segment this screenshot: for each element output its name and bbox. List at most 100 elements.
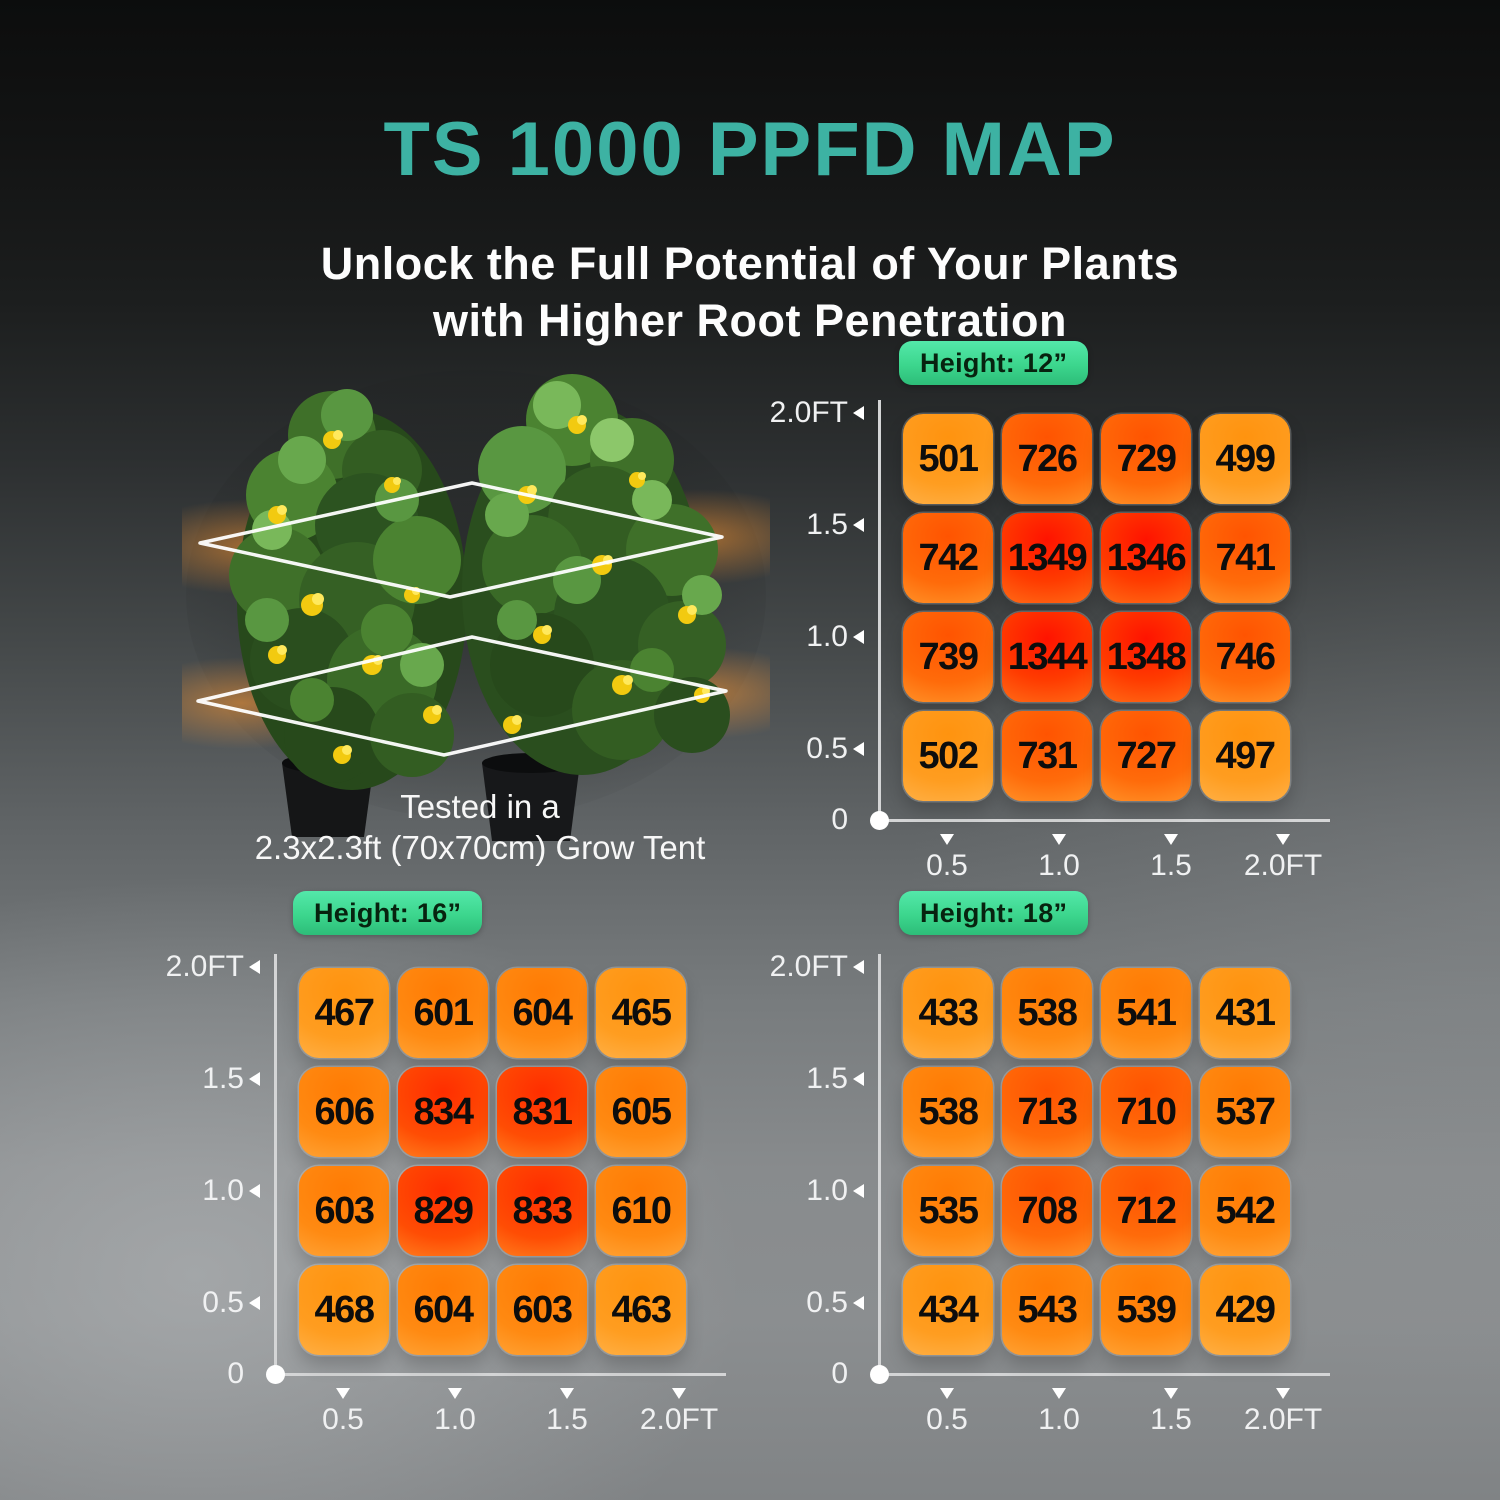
ppfd-tile: 467 xyxy=(299,968,389,1058)
x-tick-arrow-icon xyxy=(940,834,954,845)
ppfd-chart-12in: 2.0FT 1.5 1.0 0.5 0 501 726 729 499 742 1349 1346 7… xyxy=(770,396,1340,902)
y-axis-line xyxy=(878,954,881,1375)
y-tick-arrow-icon xyxy=(853,960,864,974)
ppfd-tile: 542 xyxy=(1200,1166,1290,1256)
x-tick-arrow-icon xyxy=(940,1388,954,1399)
ppfd-tile: 741 xyxy=(1200,513,1290,603)
ppfd-tile: 538 xyxy=(903,1067,993,1157)
ppfd-tile: 501 xyxy=(903,414,993,504)
y-axis-label: 2.0FT xyxy=(769,950,848,983)
y-axis-labels: 2.0FT 1.5 1.0 0.5 0 xyxy=(762,396,848,837)
axis-origin-dot xyxy=(870,811,889,830)
page-subtitle: Unlock the Full Potential of Your Plants… xyxy=(0,236,1500,349)
ppfd-tile: 538 xyxy=(1002,968,1092,1058)
ppfd-chart-16in: 2.0FT 1.5 1.0 0.5 0 467 601 604 465 606 834 831 605… xyxy=(166,950,736,1456)
ppfd-tile: 604 xyxy=(398,1265,488,1355)
page-title: TS 1000 PPFD MAP xyxy=(383,107,1117,192)
y-axis-label: 0.5 xyxy=(202,1286,244,1319)
ppfd-tile: 831 xyxy=(497,1067,587,1157)
ppfd-tile: 834 xyxy=(398,1067,488,1157)
plant-caption-line-1: Tested in a xyxy=(400,788,560,825)
y-tick-arrow-icon xyxy=(853,1184,864,1198)
ppfd-tile: 1346 xyxy=(1101,513,1191,603)
height-badge-18in-label: Height: 18” xyxy=(920,897,1068,928)
y-tick-arrow-icon xyxy=(853,1072,864,1086)
y-axis-origin-label: 0 xyxy=(227,1357,244,1390)
x-axis-labels: 0.5 1.0 1.5 2.0FT xyxy=(820,849,1340,889)
y-axis-label: 1.0 xyxy=(202,1174,244,1207)
ppfd-tile: 742 xyxy=(903,513,993,603)
y-tick-arrow-icon xyxy=(853,630,864,644)
x-axis-label: 1.0 xyxy=(1038,1403,1080,1436)
ppfd-tile: 731 xyxy=(1002,711,1092,801)
ppfd-tile: 539 xyxy=(1101,1265,1191,1355)
ppfd-tile: 603 xyxy=(497,1265,587,1355)
ppfd-grid: 501 726 729 499 742 1349 1346 741 739 1344 1348 746… xyxy=(903,414,1290,801)
y-axis-label: 1.5 xyxy=(806,508,848,541)
x-tick-arrow-icon xyxy=(672,1388,686,1399)
ppfd-plane-outlines xyxy=(196,481,728,757)
y-axis-label: 1.0 xyxy=(806,1174,848,1207)
y-tick-arrow-icon xyxy=(249,1072,260,1086)
height-badge-18in: Height: 18” xyxy=(899,891,1089,935)
x-axis-label: 1.0 xyxy=(434,1403,476,1436)
axis-origin-dot xyxy=(266,1365,285,1384)
x-axis-ticks xyxy=(820,834,1340,846)
x-axis-ticks xyxy=(216,1388,736,1400)
y-axis-origin-label: 0 xyxy=(831,1357,848,1390)
x-axis-label: 1.5 xyxy=(1150,1403,1192,1436)
plant-caption-line-2: 2.3x2.3ft (70x70cm) Grow Tent xyxy=(254,829,706,867)
y-tick-arrow-icon xyxy=(249,960,260,974)
ppfd-tile: 603 xyxy=(299,1166,389,1256)
ppfd-tile: 1349 xyxy=(1002,513,1092,603)
y-axis-label: 2.0FT xyxy=(769,396,848,429)
plant-caption: Tested in a 2.3x2.3ft (70x70cm) Grow Ten… xyxy=(150,786,810,869)
x-axis-line xyxy=(878,819,1330,822)
y-axis-ticks xyxy=(853,397,864,827)
y-tick-arrow-icon xyxy=(853,742,864,756)
x-axis-labels: 0.5 1.0 1.5 2.0FT xyxy=(820,1403,1340,1443)
ppfd-tile: 708 xyxy=(1002,1166,1092,1256)
ppfd-tile: 502 xyxy=(903,711,993,801)
ppfd-tile: 712 xyxy=(1101,1166,1191,1256)
ppfd-tile: 543 xyxy=(1002,1265,1092,1355)
y-axis-label: 0.5 xyxy=(806,732,848,765)
ppfd-tile: 499 xyxy=(1200,414,1290,504)
ppfd-tile: 604 xyxy=(497,968,587,1058)
y-axis-ticks xyxy=(249,951,260,1381)
y-tick-arrow-icon xyxy=(249,1184,260,1198)
axis-origin-dot xyxy=(870,1365,889,1384)
x-tick-arrow-icon xyxy=(1164,1388,1178,1399)
y-axis-line xyxy=(274,954,277,1375)
ppfd-tile: 726 xyxy=(1002,414,1092,504)
height-badge-12in: Height: 12” xyxy=(899,341,1089,385)
ppfd-tile: 727 xyxy=(1101,711,1191,801)
y-axis-labels: 2.0FT 1.5 1.0 0.5 0 xyxy=(762,950,848,1391)
ppfd-tile: 429 xyxy=(1200,1265,1290,1355)
x-tick-arrow-icon xyxy=(336,1388,350,1399)
x-axis-label: 1.5 xyxy=(546,1403,588,1436)
y-axis-labels: 2.0FT 1.5 1.0 0.5 0 xyxy=(158,950,244,1391)
x-tick-arrow-icon xyxy=(560,1388,574,1399)
x-axis-label: 0.5 xyxy=(926,849,968,882)
subtitle-line-2: with Higher Root Penetration xyxy=(432,294,1067,346)
ppfd-tile: 468 xyxy=(299,1265,389,1355)
x-axis-ticks xyxy=(820,1388,1340,1400)
x-axis-line xyxy=(878,1373,1330,1376)
plant-illustration xyxy=(117,370,827,841)
ppfd-tile: 431 xyxy=(1200,968,1290,1058)
x-axis-label: 0.5 xyxy=(322,1403,364,1436)
ppfd-tile: 713 xyxy=(1002,1067,1092,1157)
x-tick-arrow-icon xyxy=(1164,834,1178,845)
ppfd-tile: 829 xyxy=(398,1166,488,1256)
ppfd-tile: 434 xyxy=(903,1265,993,1355)
ppfd-tile: 1344 xyxy=(1002,612,1092,702)
ppfd-tile: 497 xyxy=(1200,711,1290,801)
ppfd-tile: 465 xyxy=(596,968,686,1058)
y-axis-label: 0.5 xyxy=(806,1286,848,1319)
ppfd-tile: 746 xyxy=(1200,612,1290,702)
y-axis-label: 1.5 xyxy=(202,1062,244,1095)
y-axis-label: 1.0 xyxy=(806,620,848,653)
x-tick-arrow-icon xyxy=(1052,834,1066,845)
plant-image xyxy=(117,365,827,843)
